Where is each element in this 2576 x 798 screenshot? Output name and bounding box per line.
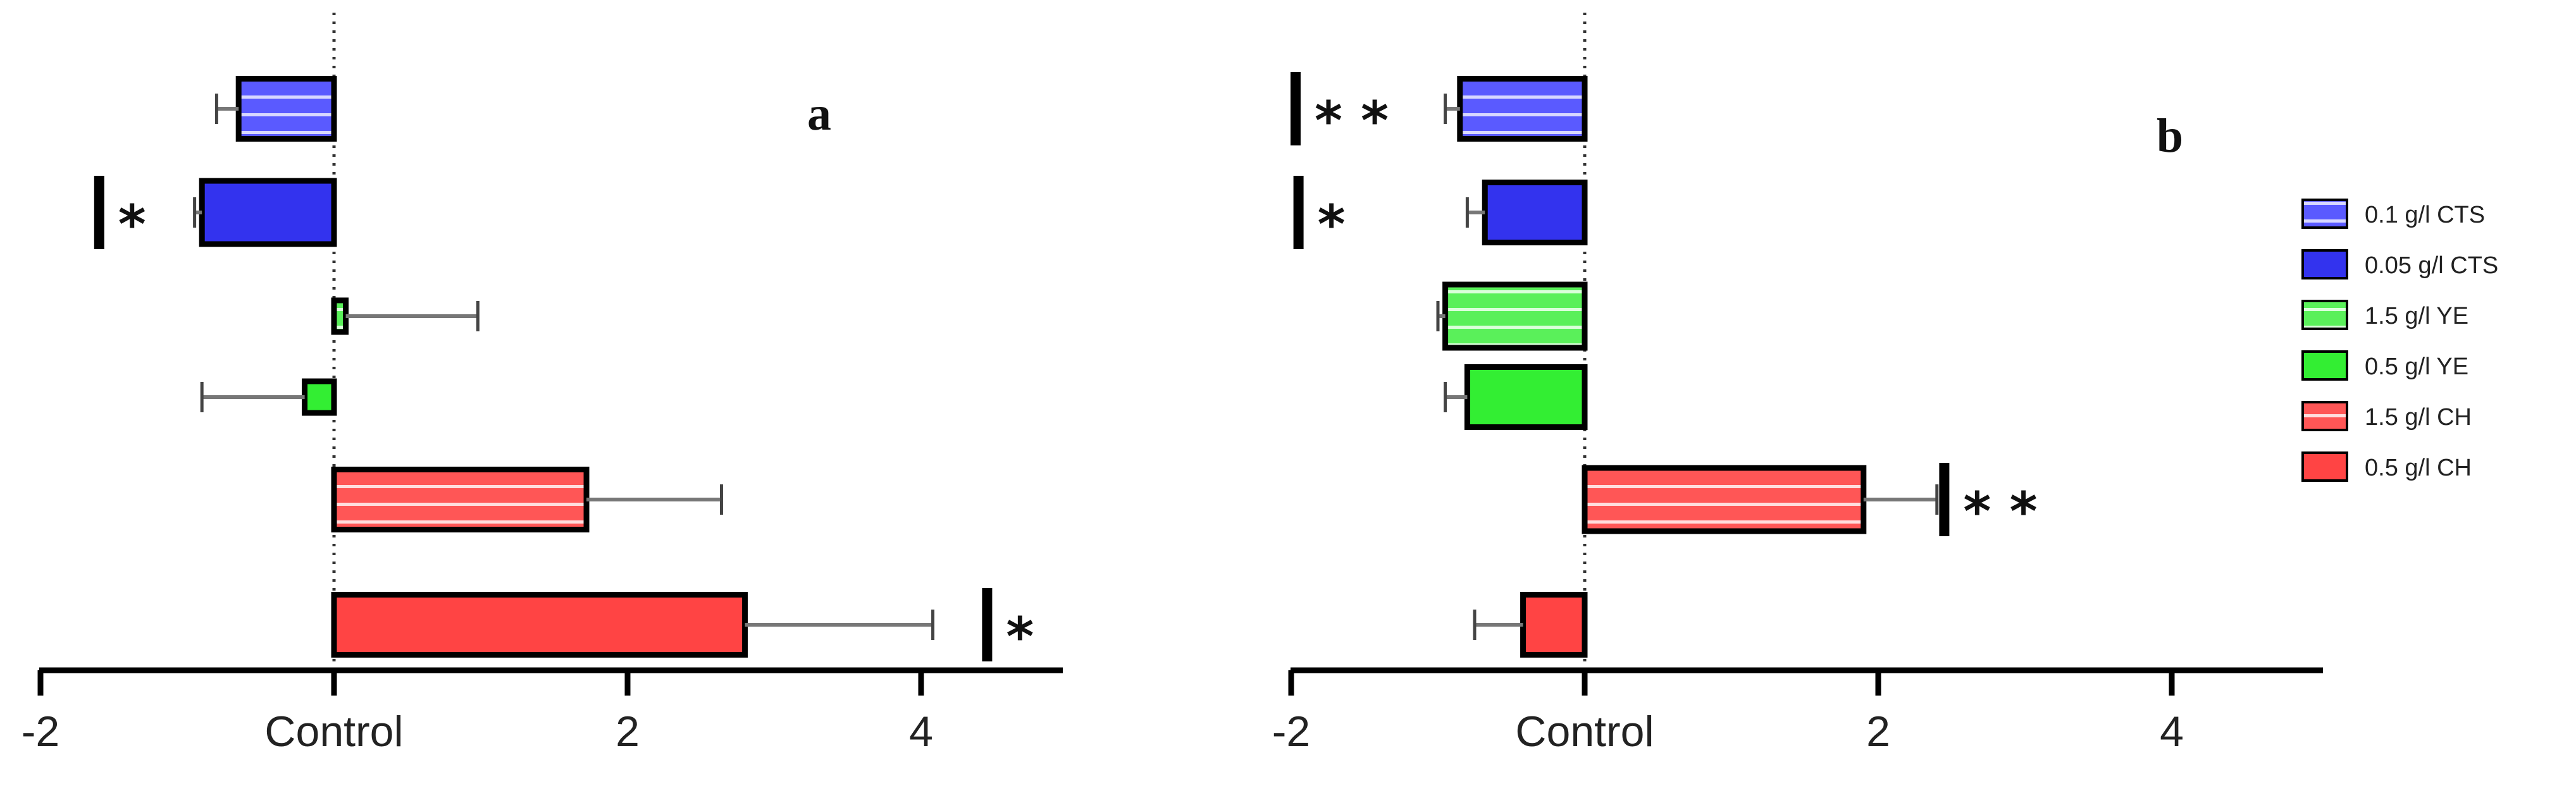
legend-label: 0.1 g/l CTS xyxy=(2365,202,2485,228)
bar xyxy=(1442,281,1588,351)
error-bar xyxy=(745,610,935,640)
error-bar xyxy=(193,197,202,228)
legend-swatch xyxy=(2301,249,2348,279)
legend-label: 0.5 g/l YE xyxy=(2365,353,2468,380)
legend-label: 1.5 g/l YE xyxy=(2365,303,2468,329)
panel-a: * * -2 Control 2 4 a xyxy=(22,13,1063,756)
significance-label: * xyxy=(1318,193,1346,255)
legend-swatch xyxy=(2301,199,2348,229)
bar xyxy=(331,297,349,335)
legend-swatch xyxy=(2301,401,2348,431)
legend-swatch xyxy=(2301,350,2348,381)
legend-item: 1.5 g/l YE xyxy=(2301,300,2468,330)
significance-label: * xyxy=(118,193,146,255)
x-tick-label: 4 xyxy=(909,708,933,756)
significance-label: * * xyxy=(1963,481,2037,543)
legend-item: 0.5 g/l CH xyxy=(2301,451,2472,482)
error-bar xyxy=(1436,301,1446,331)
error-bar xyxy=(1465,197,1485,228)
panel-label: b xyxy=(2157,109,2183,163)
panel-label: a xyxy=(807,87,831,140)
bar xyxy=(331,592,748,658)
significance-mark: * xyxy=(94,176,146,255)
legend-item: 0.05 g/l CTS xyxy=(2301,249,2498,279)
x-tick-label: -2 xyxy=(22,708,59,756)
significance-mark: * xyxy=(982,588,1034,668)
bar xyxy=(1482,180,1588,245)
legend: 0.1 g/l CTS 0.05 g/l CTS 1.5 g/l YE 0.5 g/l… xyxy=(2301,199,2498,482)
legend-item: 1.5 g/l CH xyxy=(2301,401,2472,431)
bar xyxy=(1582,465,1867,534)
significance-mark: * * xyxy=(1290,72,1389,152)
bar xyxy=(1457,76,1588,142)
error-bar xyxy=(586,484,723,515)
bar xyxy=(1520,592,1588,658)
bar xyxy=(235,76,337,142)
bar xyxy=(1464,364,1588,430)
x-tick-label: Control xyxy=(264,708,403,756)
error-bar xyxy=(214,94,239,124)
legend-swatch xyxy=(2301,451,2348,482)
legend-swatch xyxy=(2301,300,2348,330)
bar xyxy=(302,378,337,416)
x-tick-label: 4 xyxy=(2160,708,2184,756)
x-tick-label: 2 xyxy=(616,708,640,756)
x-tick-label: Control xyxy=(1515,708,1654,756)
error-bar xyxy=(200,382,305,412)
error-bar xyxy=(1444,94,1460,124)
legend-label: 1.5 g/l CH xyxy=(2365,404,2472,431)
significance-mark: * * xyxy=(1939,463,2038,543)
legend-label: 0.05 g/l CTS xyxy=(2365,252,2498,279)
x-tick-label: -2 xyxy=(1272,708,1310,756)
significance-label: * * xyxy=(1315,90,1389,152)
error-bar xyxy=(1863,484,1939,515)
bar xyxy=(331,467,590,532)
error-bar xyxy=(1444,382,1468,412)
bar xyxy=(199,178,337,247)
error-bar xyxy=(345,301,480,331)
panel-b: * * * * * -2 Control 2 4 b xyxy=(1272,13,2323,756)
significance-mark: * xyxy=(1293,176,1346,255)
legend-item: 0.1 g/l CTS xyxy=(2301,199,2485,229)
legend-label: 0.5 g/l CH xyxy=(2365,455,2472,481)
error-bar xyxy=(1473,610,1523,640)
x-tick-label: 2 xyxy=(1866,708,1890,756)
legend-item: 0.5 g/l YE xyxy=(2301,350,2468,381)
significance-label: * xyxy=(1006,606,1034,668)
